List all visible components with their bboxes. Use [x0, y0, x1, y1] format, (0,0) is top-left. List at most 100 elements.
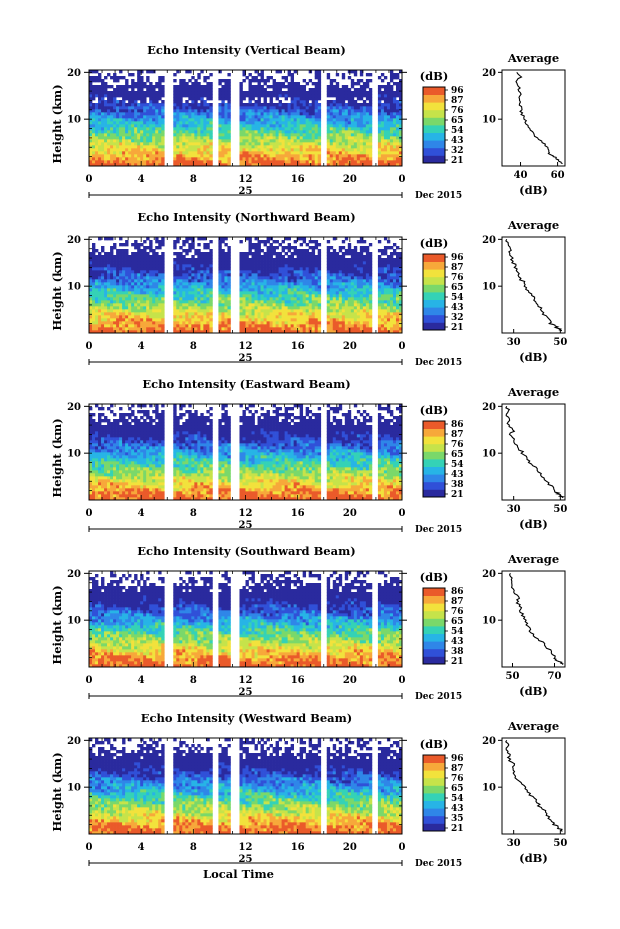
- heatmap-cell: [347, 145, 352, 149]
- heatmap-cell: [101, 85, 105, 89]
- heatmap-cell: [197, 154, 201, 158]
- heatmap-cell: [251, 139, 255, 143]
- heatmap-cell: [293, 121, 298, 125]
- heatmap-cell: [89, 157, 93, 161]
- heatmap-cell: [119, 312, 123, 316]
- heatmap-cell: [200, 315, 204, 319]
- heatmap-cell: [149, 264, 153, 268]
- heatmap-cell: [347, 142, 352, 146]
- heatmap-cell: [242, 309, 246, 313]
- heatmap-cell: [305, 243, 310, 247]
- heatmap-cell: [107, 103, 111, 107]
- heatmap-cell: [341, 112, 346, 116]
- heatmap-cell: [191, 285, 195, 289]
- heatmap-cell: [218, 276, 222, 280]
- heatmap-cell: [152, 294, 156, 298]
- heatmap-cell: [143, 151, 147, 155]
- heatmap-cell: [344, 112, 349, 116]
- beam-panel-1: Echo Intensity (Northward Beam)2010Heigh…: [50, 210, 567, 368]
- heatmap-cell: [116, 312, 120, 316]
- heatmap-cell: [296, 264, 301, 268]
- heatmap-cell: [188, 106, 192, 110]
- heatmap-cell: [344, 106, 349, 110]
- heatmap-cell: [224, 261, 228, 265]
- heatmap-cell: [395, 91, 400, 95]
- heatmap-cell: [104, 312, 108, 316]
- heatmap-cell: [392, 94, 397, 98]
- heatmap-cell: [209, 306, 213, 310]
- heatmap-cell: [299, 88, 304, 92]
- heatmap-cell: [107, 264, 111, 268]
- heatmap-cell: [302, 109, 307, 113]
- heatmap-cell: [245, 157, 249, 161]
- heatmap-cell: [119, 255, 123, 259]
- heatmap-cell: [287, 297, 291, 301]
- heatmap-cell: [281, 330, 285, 334]
- heatmap-cell: [347, 318, 352, 322]
- heatmap-cell: [110, 273, 114, 277]
- heatmap-cell: [245, 121, 249, 125]
- heatmap-cell: [341, 130, 346, 134]
- heatmap-cell: [134, 82, 138, 86]
- heatmap-cell: [95, 309, 99, 313]
- heatmap-cell: [308, 309, 313, 313]
- heatmap-cell: [269, 285, 273, 289]
- heatmap-cell: [200, 127, 204, 131]
- heatmap-cell: [200, 279, 204, 283]
- heatmap-cell: [131, 130, 135, 134]
- heatmap-cell: [200, 237, 204, 241]
- heatmap-cell: [305, 270, 310, 274]
- heatmap-cell: [296, 249, 301, 253]
- heatmap-cell: [116, 288, 120, 292]
- heatmap-cell: [134, 291, 138, 295]
- heatmap-cell: [263, 252, 267, 256]
- heatmap-cell: [152, 85, 156, 89]
- heatmap-cell: [185, 273, 189, 277]
- heatmap-cell: [335, 139, 340, 143]
- heatmap-cell: [119, 109, 123, 113]
- heatmap-cell: [125, 91, 129, 95]
- heatmap-cell: [365, 97, 370, 101]
- heatmap-cell: [131, 309, 135, 313]
- heatmap-cell: [359, 97, 364, 101]
- heatmap-cell: [122, 273, 126, 277]
- heatmap-cell: [338, 136, 343, 140]
- heatmap-cell: [362, 133, 367, 137]
- heatmap-cell: [134, 315, 138, 319]
- heatmap-cell: [137, 306, 141, 310]
- heatmap-cell: [368, 142, 373, 146]
- heatmap-cell: [329, 291, 334, 295]
- heatmap-cell: [128, 73, 132, 77]
- heatmap-cell: [158, 267, 162, 271]
- heatmap-cell: [272, 79, 276, 83]
- heatmap-cell: [89, 121, 93, 125]
- heatmap-cell: [131, 255, 135, 259]
- heatmap-cell: [254, 124, 258, 128]
- heatmap-cell: [245, 160, 249, 164]
- heatmap-cell: [218, 312, 222, 316]
- heatmap-cell: [326, 288, 331, 292]
- heatmap-cell: [341, 279, 346, 283]
- heatmap-cell: [98, 306, 102, 310]
- heatmap-cell: [383, 100, 388, 104]
- heatmap-cell: [257, 133, 261, 137]
- heatmap-cell: [338, 127, 343, 131]
- heatmap-cell: [194, 273, 198, 277]
- heatmap-cell: [299, 255, 304, 259]
- heatmap-cell: [182, 136, 186, 140]
- heatmap-cell: [89, 279, 93, 283]
- heatmap-cell: [353, 127, 358, 131]
- heatmap-cell: [209, 112, 213, 116]
- heatmap-cell: [107, 237, 111, 241]
- heatmap-cell: [302, 327, 307, 331]
- heatmap-cell: [101, 103, 105, 107]
- heatmap-cell: [146, 79, 150, 83]
- heatmap-cell: [188, 139, 192, 143]
- heatmap-cell: [251, 115, 255, 119]
- heatmap-cell: [221, 103, 225, 107]
- heatmap-cell: [302, 139, 307, 143]
- heatmap-cell: [161, 258, 165, 262]
- heatmap-cell: [161, 142, 165, 146]
- heatmap-cell: [257, 88, 261, 92]
- heatmap-cell: [362, 118, 367, 122]
